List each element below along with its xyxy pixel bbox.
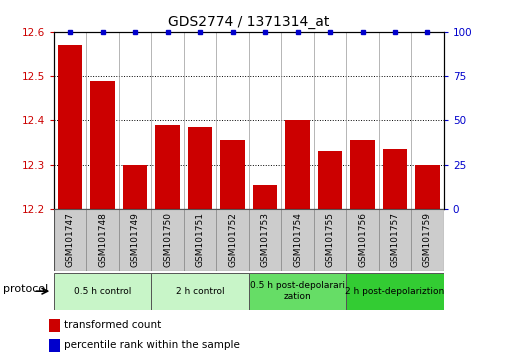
Text: 2 h control: 2 h control: [176, 287, 224, 296]
Bar: [350, 140, 374, 209]
Bar: [90, 80, 115, 209]
Bar: [86, 209, 119, 271]
Bar: [285, 120, 310, 209]
Bar: [151, 273, 249, 310]
Text: GSM101750: GSM101750: [163, 212, 172, 267]
Text: GSM101752: GSM101752: [228, 212, 237, 267]
Bar: [379, 209, 411, 271]
Text: GSM101759: GSM101759: [423, 212, 432, 267]
Text: 0.5 h post-depolarari
zation: 0.5 h post-depolarari zation: [250, 281, 345, 301]
Bar: [346, 209, 379, 271]
Text: transformed count: transformed count: [64, 320, 162, 330]
Bar: [119, 209, 151, 271]
Text: GSM101749: GSM101749: [131, 212, 140, 267]
Bar: [318, 151, 342, 209]
Bar: [346, 273, 444, 310]
Text: GSM101755: GSM101755: [326, 212, 334, 267]
Text: 2 h post-depolariztion: 2 h post-depolariztion: [345, 287, 445, 296]
Text: 0.5 h control: 0.5 h control: [74, 287, 131, 296]
Bar: [216, 209, 249, 271]
Text: GSM101753: GSM101753: [261, 212, 269, 267]
Bar: [249, 273, 346, 310]
Bar: [123, 165, 147, 209]
Bar: [188, 127, 212, 209]
Title: GDS2774 / 1371314_at: GDS2774 / 1371314_at: [168, 16, 329, 29]
Bar: [54, 209, 86, 271]
Bar: [281, 209, 314, 271]
Bar: [151, 209, 184, 271]
Bar: [54, 273, 151, 310]
Bar: [253, 184, 277, 209]
Text: GSM101754: GSM101754: [293, 212, 302, 267]
Bar: [416, 165, 440, 209]
Bar: [314, 209, 346, 271]
Text: GSM101751: GSM101751: [195, 212, 205, 267]
Text: GSM101748: GSM101748: [98, 212, 107, 267]
Bar: [411, 209, 444, 271]
Text: GSM101757: GSM101757: [390, 212, 400, 267]
Bar: [58, 45, 82, 209]
Bar: [383, 149, 407, 209]
Bar: [49, 319, 60, 332]
Text: GSM101756: GSM101756: [358, 212, 367, 267]
Text: percentile rank within the sample: percentile rank within the sample: [64, 341, 240, 350]
Bar: [155, 125, 180, 209]
Text: GSM101747: GSM101747: [66, 212, 74, 267]
Bar: [49, 339, 60, 352]
Bar: [184, 209, 216, 271]
Bar: [249, 209, 281, 271]
Text: protocol: protocol: [3, 284, 48, 294]
Bar: [221, 140, 245, 209]
